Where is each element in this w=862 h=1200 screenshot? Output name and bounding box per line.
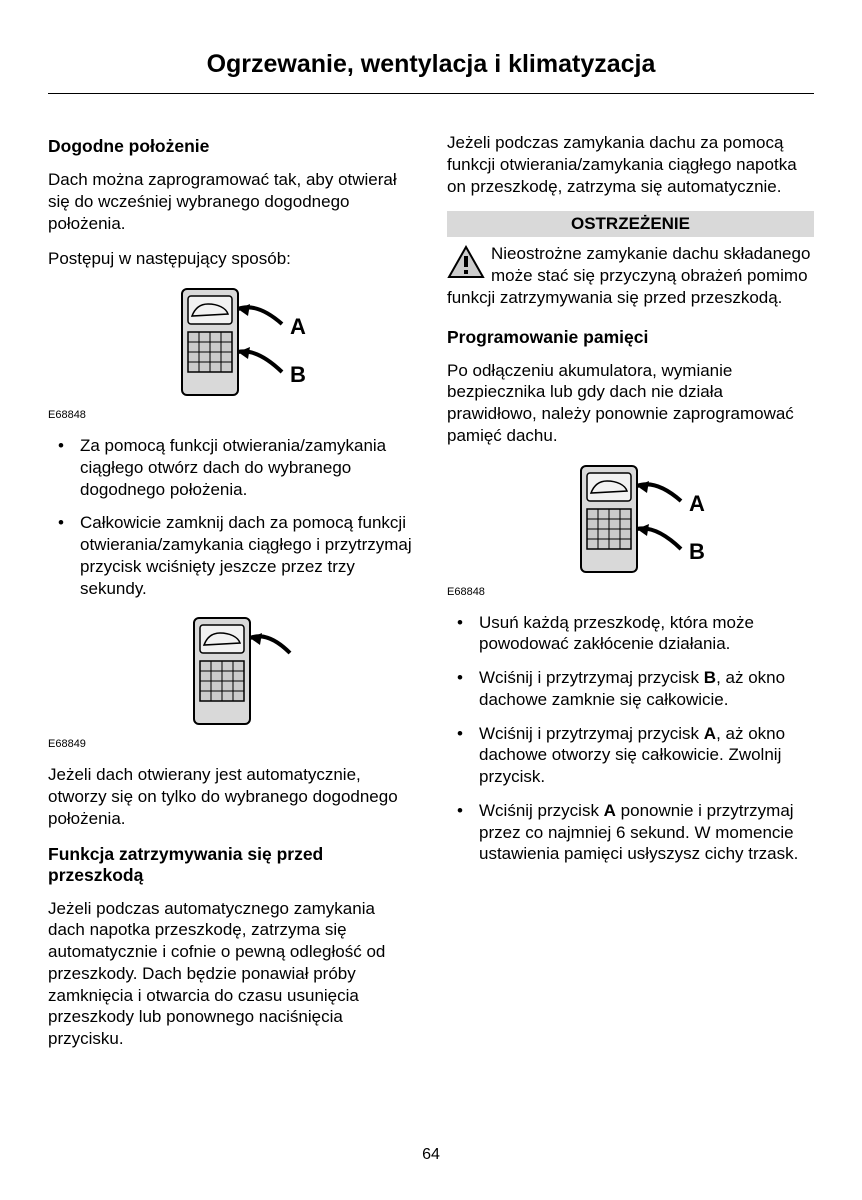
- figure-remote-ab-2: A B: [447, 461, 814, 581]
- figure-code-2: E68849: [48, 739, 415, 750]
- remote-diagram-icon: A B: [142, 284, 322, 404]
- para-l3: Jeżeli dach otwierany jest automatycznie…: [48, 764, 415, 829]
- warning-text: Nieostrożne zamykanie dachu składanego m…: [447, 244, 810, 307]
- label-a: A: [689, 491, 705, 516]
- para-l1: Dach można zaprogramować tak, aby otwier…: [48, 169, 415, 234]
- para-l4: Jeżeli podczas automatycznego zamykania …: [48, 898, 415, 1050]
- left-column: Dogodne położenie Dach można zaprogramow…: [48, 132, 415, 1064]
- heading-funkcja: Funkcja zatrzymywania się przed przeszko…: [48, 844, 415, 886]
- content-columns: Dogodne położenie Dach można zaprogramow…: [48, 132, 814, 1064]
- heading-dogodne: Dogodne położenie: [48, 136, 415, 157]
- figure-code-3: E68848: [447, 587, 814, 598]
- warning-body: Nieostrożne zamykanie dachu składanego m…: [447, 243, 814, 308]
- list-item: Usuń każdą przeszkodę, która może powodo…: [447, 612, 814, 656]
- figure-remote-single: [48, 613, 415, 733]
- warning-header: OSTRZEŻENIE: [447, 211, 814, 237]
- list-item: Wciśnij i przytrzymaj przycisk A, aż okn…: [447, 723, 814, 788]
- list-item: Całkowicie zamknij dach za pomocą funkcj…: [48, 512, 415, 599]
- page-title: Ogrzewanie, wentylacja i klimatyzacja: [48, 50, 814, 94]
- warning-triangle-icon: [447, 245, 485, 279]
- list-item: Wciśnij i przytrzymaj przycisk B, aż okn…: [447, 667, 814, 711]
- heading-programowanie: Programowanie pamięci: [447, 327, 814, 348]
- label-a: A: [290, 314, 306, 339]
- page-number: 64: [0, 1146, 862, 1164]
- para-r1: Jeżeli podczas zamykania dachu za pomocą…: [447, 132, 814, 197]
- figure-remote-ab-1: A B: [48, 284, 415, 404]
- list-item: Wciśnij przycisk A ponownie i przytrzyma…: [447, 800, 814, 865]
- para-r2: Po odłączeniu akumulatora, wymianie bezp…: [447, 360, 814, 447]
- bullet-list-l1: Za pomocą funkcji otwierania/zamykania c…: [48, 435, 415, 599]
- list-item: Za pomocą funkcji otwierania/zamykania c…: [48, 435, 415, 500]
- bullet-list-r: Usuń każdą przeszkodę, która może powodo…: [447, 612, 814, 866]
- label-b: B: [290, 362, 306, 387]
- remote-diagram-icon: [162, 613, 302, 733]
- label-b: B: [689, 539, 705, 564]
- figure-code-1: E68848: [48, 410, 415, 421]
- right-column: Jeżeli podczas zamykania dachu za pomocą…: [447, 132, 814, 1064]
- remote-diagram-icon: A B: [541, 461, 721, 581]
- para-l2: Postępuj w następujący sposób:: [48, 248, 415, 270]
